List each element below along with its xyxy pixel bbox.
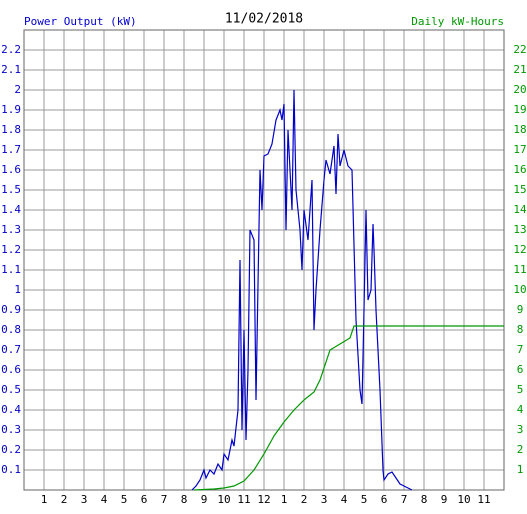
y2-tick-label: 11 [513, 263, 526, 276]
y-tick-label: 1.2 [1, 243, 21, 256]
x-tick-label: 10 [457, 493, 470, 506]
x-tick-label: 6 [381, 493, 388, 506]
y2-tick-label: 17 [513, 143, 526, 156]
y2-tick-label: 22 [513, 43, 526, 56]
x-tick-label: 6 [141, 493, 148, 506]
y2-tick-label: 6 [517, 363, 524, 376]
y-tick-label: 1.8 [1, 123, 21, 136]
y-tick-label: 1.1 [1, 263, 21, 276]
y2-tick-label: 14 [513, 203, 527, 216]
y2-tick-label: 16 [513, 163, 526, 176]
y2-tick-label: 8 [517, 323, 524, 336]
x-tick-label: 11 [477, 493, 490, 506]
y-tick-label: 0.9 [1, 303, 21, 316]
y-axis-label: Power Output (kW) [24, 15, 137, 28]
y-tick-label: 0.8 [1, 323, 21, 336]
y-tick-label: 0.3 [1, 423, 21, 436]
y-tick-label: 1.9 [1, 103, 21, 116]
y2-tick-label: 9 [517, 303, 524, 316]
x-tick-label: 12 [257, 493, 270, 506]
x-tick-label: 5 [121, 493, 128, 506]
y-tick-label: 2.1 [1, 63, 21, 76]
y2-tick-label: 1 [517, 463, 524, 476]
y2-tick-label: 18 [513, 123, 526, 136]
y2-tick-label: 12 [513, 243, 526, 256]
y-tick-label: 0.2 [1, 443, 21, 456]
x-tick-label: 7 [401, 493, 408, 506]
x-tick-label: 8 [181, 493, 188, 506]
x-tick-label: 2 [61, 493, 68, 506]
y-tick-label: 0.5 [1, 383, 21, 396]
x-tick-label: 9 [201, 493, 208, 506]
y-tick-label: 2 [14, 83, 21, 96]
y2-tick-label: 21 [513, 63, 526, 76]
y2-tick-label: 13 [513, 223, 526, 236]
y2-tick-label: 10 [513, 283, 526, 296]
y-tick-label: 1.4 [1, 203, 21, 216]
chart-title: 11/02/2018 [225, 12, 303, 27]
x-tick-label: 4 [101, 493, 108, 506]
series-line [193, 325, 504, 491]
x-tick-label: 1 [41, 493, 48, 506]
y-tick-label: 1.7 [1, 143, 21, 156]
x-tick-label: 2 [301, 493, 308, 506]
y2-tick-label: 5 [517, 383, 524, 396]
x-tick-label: 4 [341, 493, 348, 506]
x-tick-label: 10 [217, 493, 230, 506]
x-tick-label: 3 [321, 493, 328, 506]
y-tick-label: 0.7 [1, 343, 21, 356]
y2-tick-label: 7 [517, 343, 524, 356]
y-tick-label: 1.3 [1, 223, 21, 236]
x-tick-label: 7 [161, 493, 168, 506]
y2-tick-label: 2 [517, 443, 524, 456]
y2-tick-label: 15 [513, 183, 526, 196]
y-tick-label: 1.5 [1, 183, 21, 196]
y-tick-label: 1 [14, 283, 21, 296]
y2-tick-label: 19 [513, 103, 526, 116]
y2-axis-label: Daily kW-Hours [411, 15, 504, 28]
plot-frame [23, 29, 505, 491]
y-tick-label: 0.1 [1, 463, 21, 476]
y-tick-label: 2.2 [1, 43, 21, 56]
x-tick-label: 3 [81, 493, 88, 506]
y-tick-label: 0.6 [1, 363, 21, 376]
x-tick-label: 1 [281, 493, 288, 506]
x-tick-label: 8 [421, 493, 428, 506]
y-tick-label: 0.4 [1, 403, 21, 416]
y2-tick-label: 4 [517, 403, 524, 416]
series-line [191, 89, 413, 491]
y-tick-label: 1.6 [1, 163, 21, 176]
y2-tick-label: 20 [513, 83, 526, 96]
x-tick-label: 9 [441, 493, 448, 506]
x-tick-label: 11 [237, 493, 250, 506]
x-tick-label: 5 [361, 493, 368, 506]
y2-tick-label: 3 [517, 423, 524, 436]
